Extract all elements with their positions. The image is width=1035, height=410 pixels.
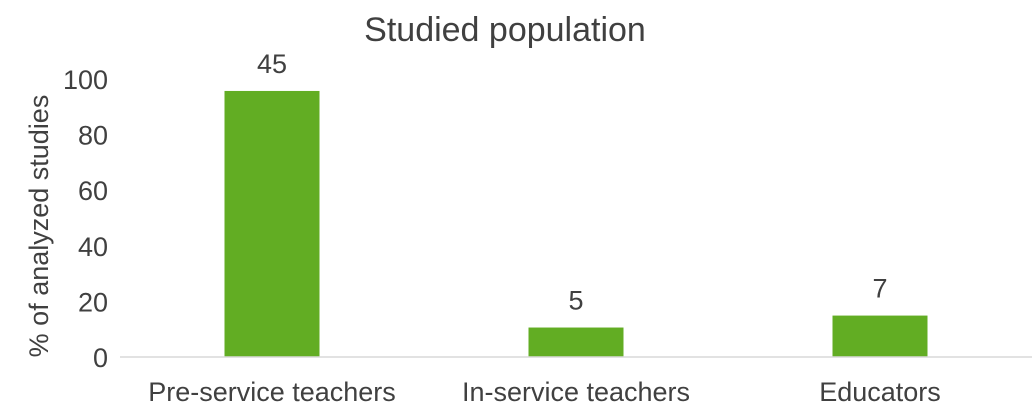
y-axis-label: % of analyzed studies [24,95,54,358]
y-tick-label: 20 [78,287,108,317]
x-category-label: Educators [819,377,941,407]
x-axis-labels: Pre-service teachers In-service teachers E… [148,377,941,407]
bar [528,327,624,357]
bar-data-label: 5 [568,286,583,316]
y-axis-ticks: 0 20 40 60 80 100 [63,65,108,373]
bars [224,90,928,357]
y-tick-label: 0 [93,343,108,373]
y-tick-label: 100 [63,65,108,95]
y-tick-label: 80 [78,121,108,151]
chart-title: Studied population [364,11,646,49]
bar [832,315,928,357]
x-category-label: In-service teachers [462,377,690,407]
bar [224,90,320,357]
y-tick-label: 60 [78,176,108,206]
bar-data-label: 7 [872,274,887,304]
data-labels: 45 5 7 [257,49,888,316]
bar-data-label: 45 [257,49,287,79]
x-category-label: Pre-service teachers [148,377,396,407]
y-tick-label: 40 [78,232,108,262]
